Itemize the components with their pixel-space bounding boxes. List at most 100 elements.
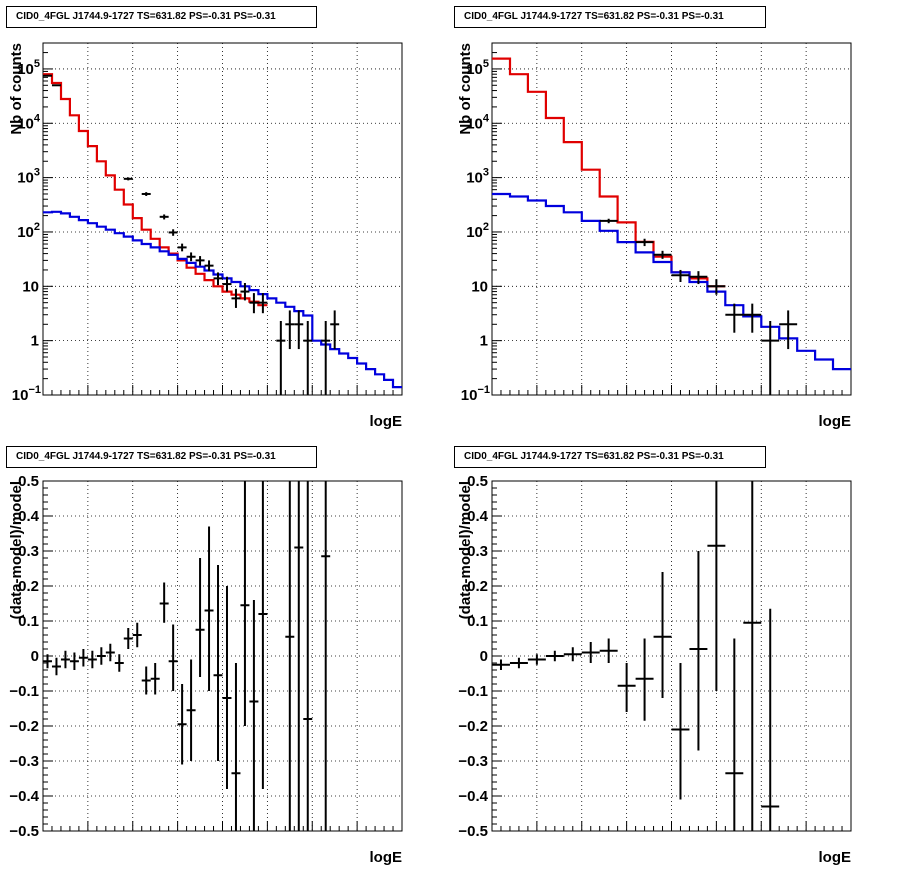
- data-point: [509, 657, 528, 669]
- data-point: [545, 650, 564, 662]
- panel-1-title: CID0_4FGL J1744.9-1727 TS=631.82 PS=-0.3…: [6, 6, 317, 28]
- data-point: [563, 647, 582, 662]
- data-point: [725, 638, 744, 831]
- y-tick-exponent: 4: [34, 112, 41, 124]
- data-point: [141, 192, 151, 196]
- data-point: [258, 293, 268, 314]
- y-tick-base: 10: [461, 387, 478, 404]
- data-point: [743, 481, 762, 831]
- y-tick-label: 102: [466, 221, 489, 241]
- data-point: [321, 481, 331, 831]
- y-tick-label: 103: [466, 167, 489, 187]
- y-tick-label: 0.3: [467, 543, 488, 560]
- y-tick-exponent: 5: [483, 58, 489, 70]
- data-point: [213, 272, 223, 286]
- y-tick-label: −0.4: [9, 788, 39, 805]
- y-tick-label: 10−1: [12, 384, 41, 404]
- panel-3-title: CID0_4FGL J1744.9-1727 TS=631.82 PS=-0.3…: [6, 446, 317, 468]
- data-point: [114, 654, 124, 672]
- x-axis-title: logE: [819, 413, 852, 430]
- data-point: [105, 643, 115, 662]
- y-tick-label: −0.1: [458, 683, 488, 700]
- data-point: [186, 252, 196, 262]
- data-point: [96, 647, 106, 665]
- data-point: [725, 303, 744, 333]
- y-tick-label: −0.2: [458, 718, 488, 735]
- data-point: [249, 293, 259, 314]
- data-point: [285, 481, 295, 831]
- y-tick-label: 0.4: [467, 508, 489, 525]
- data-point: [285, 310, 295, 350]
- y-axis-title: Nb of counts: [8, 43, 25, 135]
- data-point: [294, 481, 304, 831]
- y-tick-label: 105: [17, 58, 40, 78]
- data-point: [581, 642, 600, 663]
- data-point: [43, 654, 52, 669]
- data-point: [141, 666, 151, 695]
- y-tick-exponent: 5: [34, 58, 40, 70]
- data-point: [240, 481, 250, 726]
- data-point: [159, 582, 169, 623]
- model-histogram-source: [43, 210, 402, 389]
- data-point: [303, 481, 313, 831]
- y-tick-label: 0: [31, 648, 39, 665]
- y-tick-label: 0.5: [18, 473, 39, 490]
- y-tick-label: 102: [17, 221, 40, 241]
- data-point: [653, 250, 672, 259]
- data-point: [707, 481, 726, 691]
- y-tick-exponent: −1: [477, 384, 490, 396]
- y-tick-label: 0.2: [18, 578, 39, 595]
- data-point: [492, 659, 510, 670]
- y-tick-base: 10: [466, 61, 483, 78]
- data-point: [249, 600, 259, 831]
- y-tick-exponent: 3: [483, 167, 489, 179]
- panel-4-title: CID0_4FGL J1744.9-1727 TS=631.82 PS=-0.3…: [454, 446, 766, 468]
- y-tick-label: 0: [480, 648, 488, 665]
- data-point: [303, 320, 313, 395]
- y-tick-base: 10: [466, 170, 483, 187]
- data-point: [51, 657, 61, 676]
- data-point: [258, 481, 268, 789]
- data-point: [213, 565, 223, 761]
- data-point: [761, 608, 780, 831]
- y-axis-title: Nb of counts: [457, 43, 474, 135]
- data-point: [671, 663, 690, 800]
- data-point: [276, 320, 286, 395]
- data-point: [186, 659, 196, 761]
- chart-panel-4: −0.5 −0.4 −0.3 −0.2 −0.1 0 0.1 0.2 0.3 0.4 0.5 logE…: [457, 473, 852, 866]
- y-tick-label: 0.1: [18, 613, 39, 630]
- data-point: [222, 276, 232, 292]
- model-histogram-total: [43, 73, 268, 307]
- y-tick-base: 10: [17, 61, 34, 78]
- y-tick-label: 105: [466, 58, 489, 78]
- y-tick-label: −0.2: [9, 718, 39, 735]
- data-point: [653, 572, 672, 698]
- y-tick-exponent: −1: [28, 384, 41, 396]
- y-tick-label: −0.3: [9, 753, 39, 770]
- data-point: [78, 649, 88, 667]
- data-point: [779, 310, 798, 350]
- chart-panel-3: −0.5 −0.4 −0.3 −0.2 −0.1 0 0.1 0.2 0.3 0.4 0.5 logE…: [8, 473, 403, 866]
- y-tick-label: −0.5: [9, 823, 39, 840]
- data-point: [527, 654, 546, 665]
- data-point: [689, 551, 708, 751]
- x-axis-title: logE: [819, 849, 852, 866]
- data-point: [204, 260, 214, 272]
- data-point: [168, 624, 178, 691]
- data-point: [617, 663, 636, 712]
- y-tick-label: 0.5: [467, 473, 488, 490]
- x-axis-title: logE: [370, 413, 403, 430]
- data-point: [635, 238, 654, 247]
- y-tick-base: 10: [12, 387, 29, 404]
- data-point: [195, 256, 205, 266]
- data-point: [69, 652, 79, 670]
- data-point: [240, 283, 250, 301]
- y-tick-label: 0.4: [18, 508, 40, 525]
- data-point: [671, 269, 690, 283]
- y-tick-label: 1: [31, 333, 39, 350]
- data-point: [168, 229, 178, 236]
- y-tick-label: 10: [22, 278, 39, 295]
